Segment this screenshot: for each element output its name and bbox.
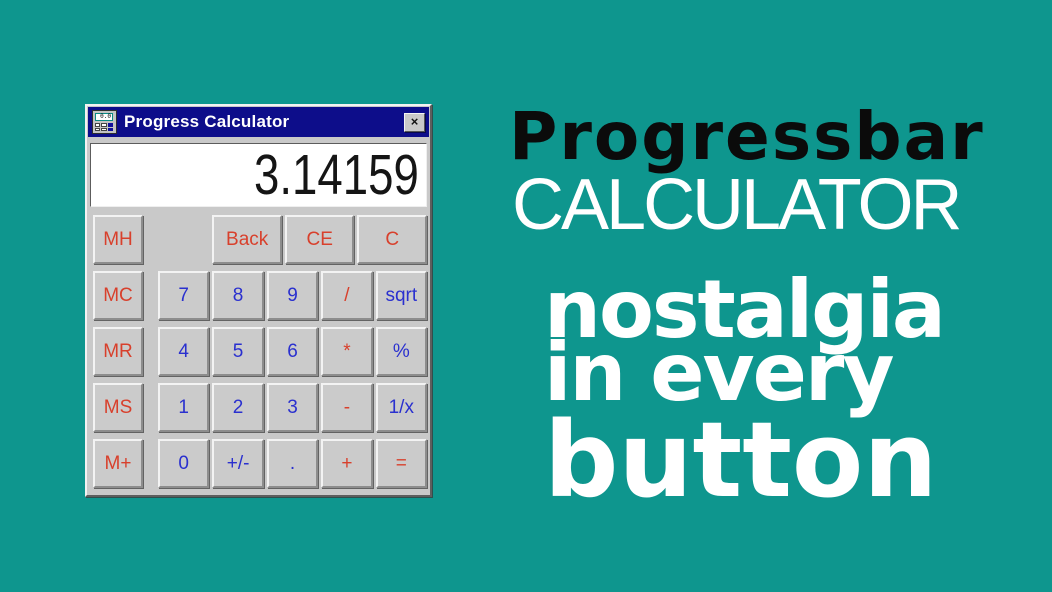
- key-subtract[interactable]: -: [321, 383, 373, 432]
- key-9[interactable]: 9: [266, 271, 319, 320]
- keypad: MH MC MR MS M+ Back CE C 7 8 9 / sqrt 4 …: [93, 215, 427, 488]
- icon-keypad: [95, 123, 113, 131]
- key-decimal[interactable]: .: [266, 439, 319, 488]
- key-memory-plus[interactable]: M+: [93, 439, 143, 488]
- key-3[interactable]: 3: [266, 383, 319, 432]
- key-multiply[interactable]: *: [321, 327, 373, 376]
- calculator-display: 3.14159: [90, 143, 427, 207]
- poster-title-line1: Progressbar: [509, 98, 985, 175]
- close-icon: ×: [410, 113, 419, 129]
- key-8[interactable]: 8: [212, 271, 264, 320]
- key-7[interactable]: 7: [158, 271, 210, 320]
- key-6[interactable]: 6: [266, 327, 319, 376]
- key-mr[interactable]: MR: [93, 327, 143, 376]
- key-divide[interactable]: /: [321, 271, 373, 320]
- key-mc[interactable]: MC: [93, 271, 143, 320]
- calculator-window: 0.0 Progress Calculator × 3.14159 MH MC …: [85, 104, 432, 497]
- key-plus-minus[interactable]: +/-: [212, 439, 264, 488]
- key-equals[interactable]: =: [375, 439, 427, 488]
- key-mh[interactable]: MH: [93, 215, 143, 264]
- key-reciprocal[interactable]: 1/x: [375, 383, 427, 432]
- calculator-icon: 0.0: [92, 110, 117, 134]
- poster-tagline-line3: button: [544, 399, 938, 521]
- close-button[interactable]: ×: [404, 112, 425, 132]
- key-4[interactable]: 4: [158, 327, 210, 376]
- clear-key-group: Back CE C: [212, 215, 427, 264]
- key-percent[interactable]: %: [375, 327, 427, 376]
- key-0[interactable]: 0: [158, 439, 210, 488]
- key-back[interactable]: Back: [212, 215, 282, 264]
- key-sqrt[interactable]: sqrt: [375, 271, 427, 320]
- titlebar[interactable]: 0.0 Progress Calculator ×: [88, 107, 429, 137]
- key-ms[interactable]: MS: [93, 383, 143, 432]
- key-c[interactable]: C: [357, 215, 427, 264]
- key-1[interactable]: 1: [158, 383, 210, 432]
- window-title: Progress Calculator: [124, 112, 290, 131]
- poster-title-line2: CALCULATOR: [512, 165, 962, 245]
- key-2[interactable]: 2: [212, 383, 264, 432]
- key-5[interactable]: 5: [212, 327, 264, 376]
- poster-tagline-line2: in every: [544, 326, 894, 419]
- key-add[interactable]: +: [321, 439, 373, 488]
- display-value: 3.14159: [253, 143, 419, 207]
- icon-display: 0.0: [95, 113, 113, 121]
- poster-tagline-line1: nostalgia: [544, 263, 946, 356]
- key-ce[interactable]: CE: [284, 215, 355, 264]
